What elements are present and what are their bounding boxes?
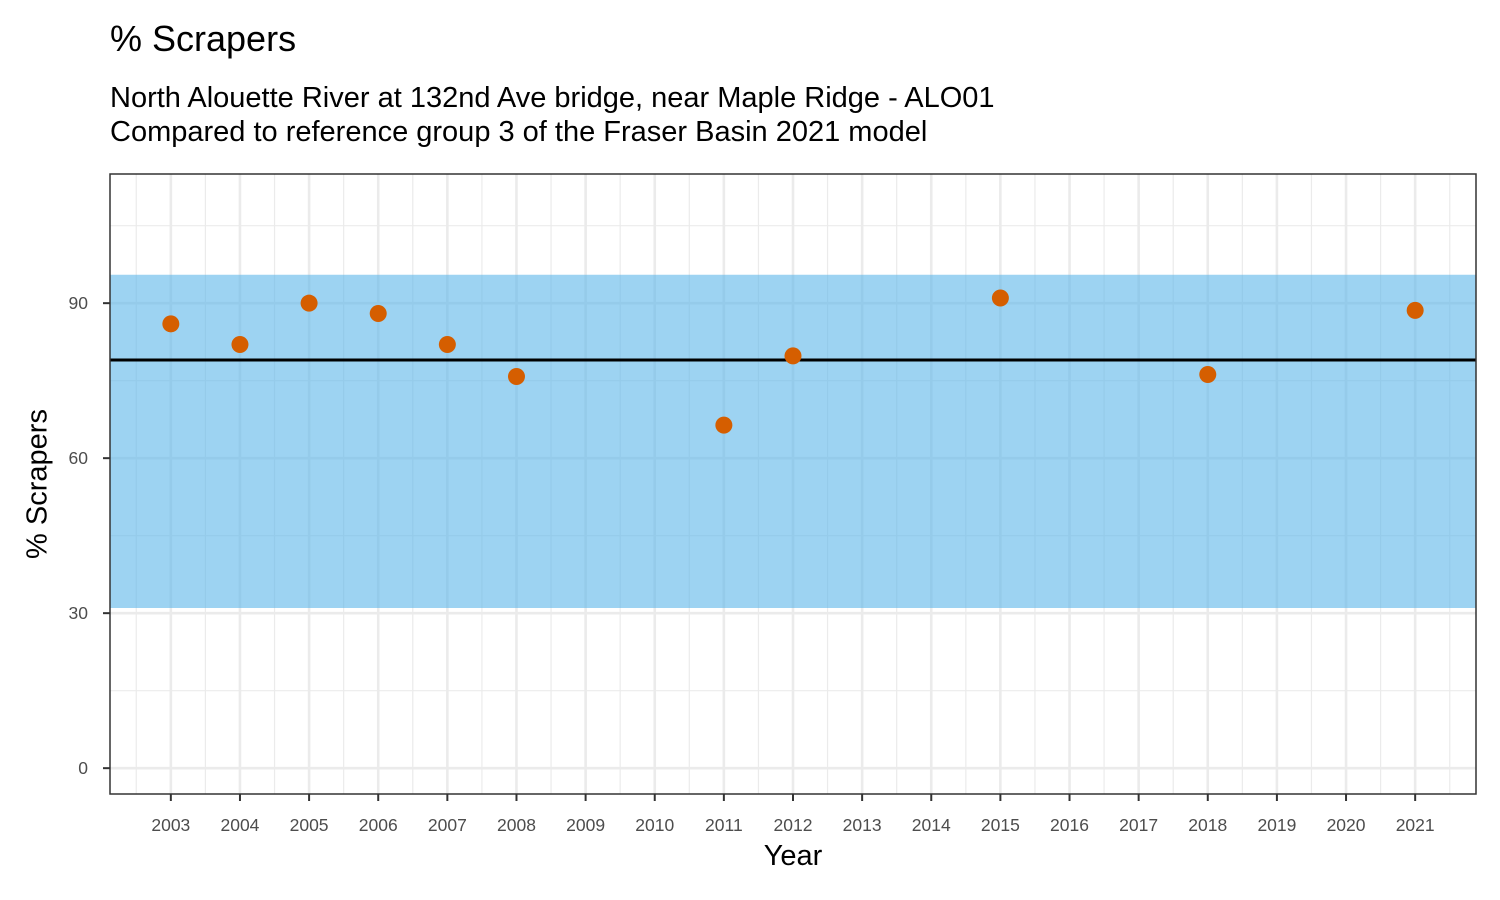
data-point [991, 289, 1009, 307]
x-tick-label: 2020 [1327, 815, 1366, 835]
x-tick-label: 2014 [912, 815, 951, 835]
chart-title: % Scrapers [110, 18, 297, 59]
data-point [715, 416, 733, 434]
y-tick-label: 0 [78, 758, 88, 778]
x-tick-label: 2021 [1396, 815, 1435, 835]
data-point [162, 315, 180, 333]
x-tick-label: 2009 [566, 815, 605, 835]
x-tick-label: 2015 [981, 815, 1020, 835]
y-axis-label: % Scrapers [21, 409, 54, 559]
data-point [507, 368, 525, 386]
x-axis-label: Year [763, 840, 823, 872]
data-point [300, 294, 318, 312]
chart-subtitle-line-2: Compared to reference group 3 of the Fra… [110, 116, 928, 148]
x-tick-label: 2019 [1257, 815, 1296, 835]
x-tick-label: 2007 [428, 815, 467, 835]
x-tick-label: 2012 [774, 815, 813, 835]
y-tick-label: 90 [69, 293, 89, 313]
data-point [369, 305, 387, 322]
x-tick-label: 2004 [220, 815, 259, 835]
x-tick-label: 2008 [497, 815, 536, 835]
x-tick-label: 2011 [705, 815, 743, 835]
data-point [231, 336, 249, 353]
x-tick-label: 2016 [1050, 815, 1089, 835]
data-point [438, 336, 456, 353]
reference-range-band [110, 274, 1476, 608]
x-tick-label: 2013 [843, 815, 882, 835]
chart-subtitle-line-1: North Alouette River at 132nd Ave bridge… [110, 82, 995, 114]
x-tick-label: 2010 [635, 815, 674, 835]
data-point [1406, 301, 1424, 319]
x-tick-label: 2006 [359, 815, 398, 835]
x-tick-label: 2005 [290, 815, 329, 835]
x-tick-label: 2018 [1188, 815, 1227, 835]
data-point [784, 347, 802, 365]
y-tick-label: 30 [69, 603, 89, 623]
data-point [1199, 365, 1217, 383]
y-tick-label: 60 [69, 448, 89, 468]
x-tick-label: 2003 [151, 815, 190, 835]
x-tick-label: 2017 [1119, 815, 1158, 835]
